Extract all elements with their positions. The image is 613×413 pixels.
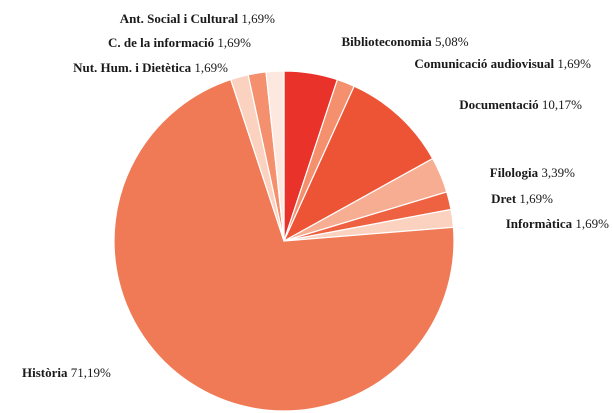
slice-label-name: Història (22, 365, 68, 380)
slice-label-value: 1,69% (214, 35, 251, 50)
slice-label-name: Filologia (490, 165, 539, 180)
pie-slice-3 (282, 85, 434, 243)
slice-label-value: 1,69% (238, 11, 275, 26)
slice-label-value: 1,69% (191, 60, 228, 75)
slice-label-name: Nut. Hum. i Dietètica (73, 60, 192, 75)
slice-label: Comunicació audiovisual 1,69% (414, 56, 591, 71)
slice-label-value: 1,69% (572, 216, 609, 231)
slice-label: Nut. Hum. i Dietètica 1,69% (73, 60, 228, 75)
slice-label: Informàtica 1,69% (506, 216, 609, 231)
slice-label-value: 5,08% (432, 34, 469, 49)
slice-label-name: C. de la informació (108, 35, 214, 50)
pie-slice-10 (265, 70, 285, 242)
slice-label-name: Informàtica (506, 216, 573, 231)
slice-label: Documentació 10,17% (459, 97, 582, 112)
slice-label-name: Biblioteconomia (341, 34, 432, 49)
slice-label-value: 1,69% (554, 56, 591, 71)
slice-label: Història 71,19% (22, 365, 111, 380)
slice-label-value: 1,69% (516, 191, 553, 206)
pie-slice-7 (113, 78, 455, 412)
slice-label: Filologia 3,39% (490, 165, 575, 180)
pie-slices (113, 70, 455, 412)
slice-label: Dret 1,69% (491, 191, 553, 206)
slice-label-name: Ant. Social i Cultural (120, 11, 239, 26)
slice-label-value: 10,17% (539, 97, 583, 112)
slice-label-name: Documentació (459, 97, 538, 112)
pie-labels: Biblioteconomia 5,08% Comunicació audiovi… (22, 11, 609, 380)
slice-label-name: Dret (491, 191, 517, 206)
slice-label-name: Comunicació audiovisual (414, 56, 554, 71)
slice-label: Biblioteconomia 5,08% (341, 34, 468, 49)
slice-label-value: 71,19% (68, 365, 112, 380)
slice-label: Ant. Social i Cultural 1,69% (120, 11, 275, 26)
slice-label: C. de la informació 1,69% (108, 35, 251, 50)
slice-label-value: 3,39% (538, 165, 575, 180)
